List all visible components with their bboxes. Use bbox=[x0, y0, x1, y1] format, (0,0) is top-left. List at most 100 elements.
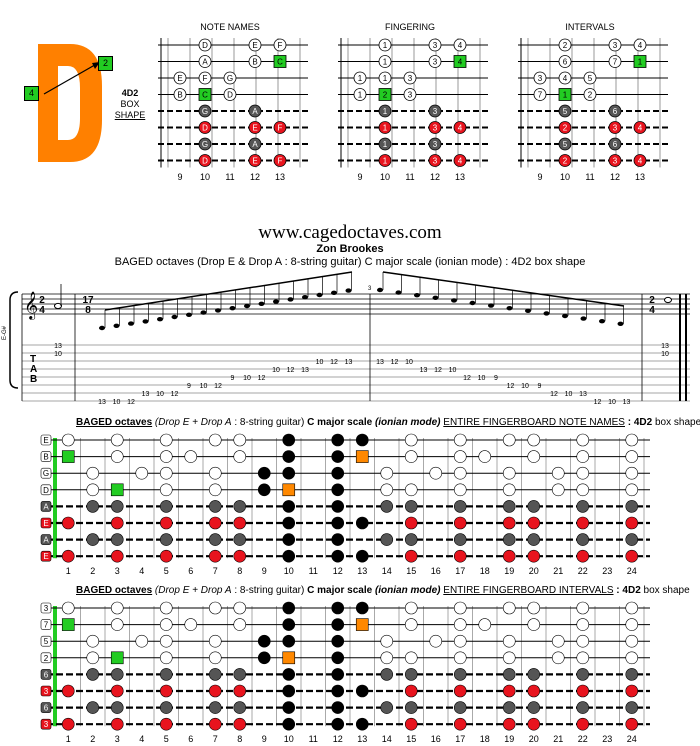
fret-number: 15 bbox=[406, 734, 416, 744]
note-dot bbox=[576, 701, 590, 714]
panel-note-label: F bbox=[203, 74, 208, 83]
panel-note-dot bbox=[453, 121, 467, 134]
panel-note-dot bbox=[248, 55, 262, 68]
panel-note-dot bbox=[533, 88, 547, 101]
nut bbox=[53, 438, 57, 559]
note-dot bbox=[625, 483, 639, 497]
panel-note-label: 1 bbox=[383, 157, 388, 166]
tab-number: 10 bbox=[521, 383, 529, 390]
fb1-title-a: BAGED octaves bbox=[76, 417, 153, 428]
note-dot bbox=[576, 601, 590, 615]
panel-note-label: F bbox=[278, 157, 283, 166]
open-string-marker bbox=[40, 550, 52, 562]
tuning-label: E-G# bbox=[2, 325, 8, 340]
tab-number: 13 bbox=[301, 367, 309, 374]
note-dot bbox=[453, 717, 467, 731]
note-dot bbox=[355, 433, 369, 447]
panel-note-label: E bbox=[252, 124, 257, 133]
fret-number: 10 bbox=[284, 734, 294, 744]
note-dot bbox=[551, 466, 565, 480]
note-dot bbox=[502, 466, 516, 480]
panel-note-label: 2 bbox=[383, 91, 388, 100]
note-head bbox=[345, 288, 352, 293]
panel-note-label: G bbox=[202, 140, 208, 149]
note-dot bbox=[404, 684, 418, 698]
note-dot bbox=[502, 549, 516, 563]
note-head bbox=[113, 323, 120, 328]
open-string-marker bbox=[40, 635, 52, 647]
note-dot bbox=[453, 701, 467, 714]
note-dot bbox=[331, 668, 345, 681]
panel-note-dot bbox=[558, 38, 572, 52]
fret-number: 13 bbox=[357, 734, 367, 744]
fb1-title-c: : 8-string guitar) bbox=[234, 417, 305, 428]
fret-number: 8 bbox=[237, 734, 242, 744]
note-dot bbox=[208, 651, 222, 665]
panel-note-dot bbox=[378, 137, 392, 151]
note-head bbox=[171, 314, 178, 320]
note-dot bbox=[331, 549, 345, 563]
open-string-label: 7 bbox=[44, 621, 49, 630]
note-head bbox=[258, 301, 265, 306]
panel-note-dot bbox=[248, 104, 262, 118]
root-marker bbox=[61, 450, 75, 463]
note-dot bbox=[380, 466, 394, 480]
tab-number: 13 bbox=[661, 343, 669, 350]
note-dot bbox=[355, 717, 369, 731]
note-dot bbox=[576, 516, 590, 530]
root-marker bbox=[355, 450, 369, 463]
note-dot bbox=[331, 684, 345, 698]
note-dot bbox=[576, 717, 590, 731]
fret-number: 1 bbox=[66, 566, 71, 576]
note-dot bbox=[576, 618, 590, 631]
note-head bbox=[599, 319, 605, 324]
fb2-title: BAGED octaves (Drop E + Drop A : 8-strin… bbox=[76, 585, 690, 596]
fret-number: 5 bbox=[164, 734, 169, 744]
fret-number: 17 bbox=[455, 566, 465, 576]
note-dot bbox=[527, 618, 541, 631]
fret-number: 19 bbox=[504, 566, 514, 576]
fret-number: 24 bbox=[627, 734, 637, 744]
panel-note-dot bbox=[248, 121, 262, 134]
note-dot bbox=[233, 516, 247, 530]
open-string-marker bbox=[40, 434, 52, 446]
panel-note-dot bbox=[533, 71, 547, 85]
panel-2: 2 3 4 6 7 1 3 4 5 7 1 2 5 6 2 3 4 5 6 2 3 4 bbox=[518, 38, 668, 168]
note-dot bbox=[282, 500, 296, 513]
note-dot bbox=[282, 533, 296, 546]
note-head bbox=[200, 310, 207, 315]
panel-note-label: 6 bbox=[613, 107, 618, 116]
tab-number: 13 bbox=[142, 391, 150, 398]
note-dot bbox=[502, 651, 516, 665]
panel-note-dot bbox=[608, 104, 622, 118]
note-dot bbox=[135, 466, 149, 480]
note-dot bbox=[86, 466, 100, 480]
note-dot bbox=[331, 701, 345, 714]
note-dot bbox=[282, 433, 296, 447]
note-dot bbox=[502, 500, 516, 513]
tab-number: 12 bbox=[463, 375, 471, 382]
panel-note-label: 4 bbox=[638, 157, 643, 166]
small-fret-number: 10 bbox=[379, 172, 390, 182]
note-dot bbox=[86, 500, 100, 513]
panel-note-dot bbox=[173, 88, 187, 101]
note-dot bbox=[404, 651, 418, 665]
panel-note-label: 2 bbox=[563, 41, 568, 50]
fret-number: 14 bbox=[382, 734, 392, 744]
root-marker bbox=[282, 483, 296, 497]
open-string-marker bbox=[40, 702, 52, 713]
note-dot bbox=[527, 717, 541, 731]
note-dot bbox=[233, 500, 247, 513]
panel-note-label: 1 bbox=[638, 58, 643, 67]
shape-line2: SHAPE bbox=[114, 110, 146, 120]
tab-number: 12 bbox=[127, 399, 135, 406]
note-dot bbox=[331, 717, 345, 731]
small-fret-number: 11 bbox=[225, 172, 235, 182]
fret-number: 23 bbox=[602, 566, 612, 576]
note-dot bbox=[625, 450, 639, 463]
shape-name: 4D2 bbox=[121, 88, 139, 98]
fret-number: 22 bbox=[578, 566, 588, 576]
fret-number: 2 bbox=[90, 734, 95, 744]
note-head bbox=[617, 321, 624, 326]
note-dot bbox=[502, 717, 516, 731]
